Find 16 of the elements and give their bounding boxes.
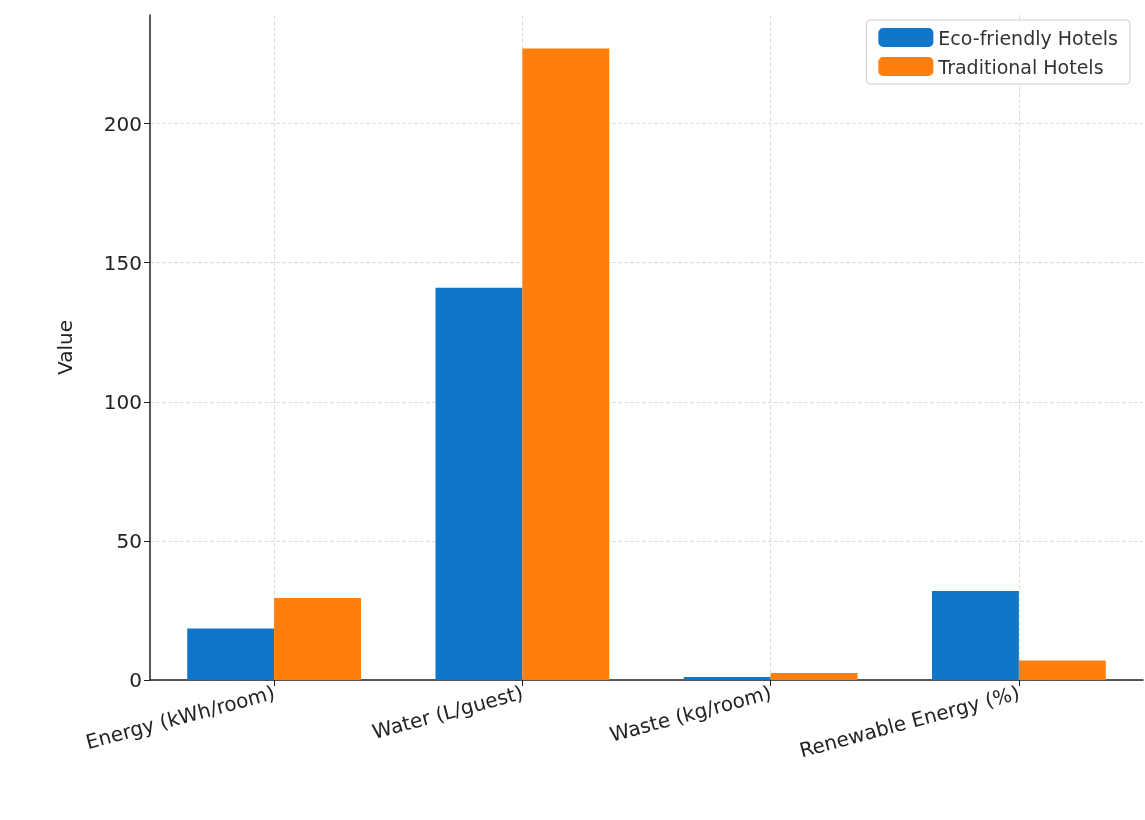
bar [683,676,771,680]
bar [1018,660,1106,680]
bar [931,590,1019,680]
y-tick-label: 0 [129,668,142,692]
bar [187,628,275,680]
y-tick-label: 50 [116,528,142,553]
y-tick-label: 150 [103,250,142,275]
bar [770,673,858,680]
legend-label: Eco-friendly Hotels [938,26,1119,49]
bar [435,287,523,680]
bar [274,597,362,680]
y-tick-label: 100 [103,389,142,414]
legend-label: Traditional Hotels [937,55,1104,78]
y-axis-title: Value [53,320,77,375]
y-tick-label: 200 [103,111,142,136]
bar [522,48,610,680]
